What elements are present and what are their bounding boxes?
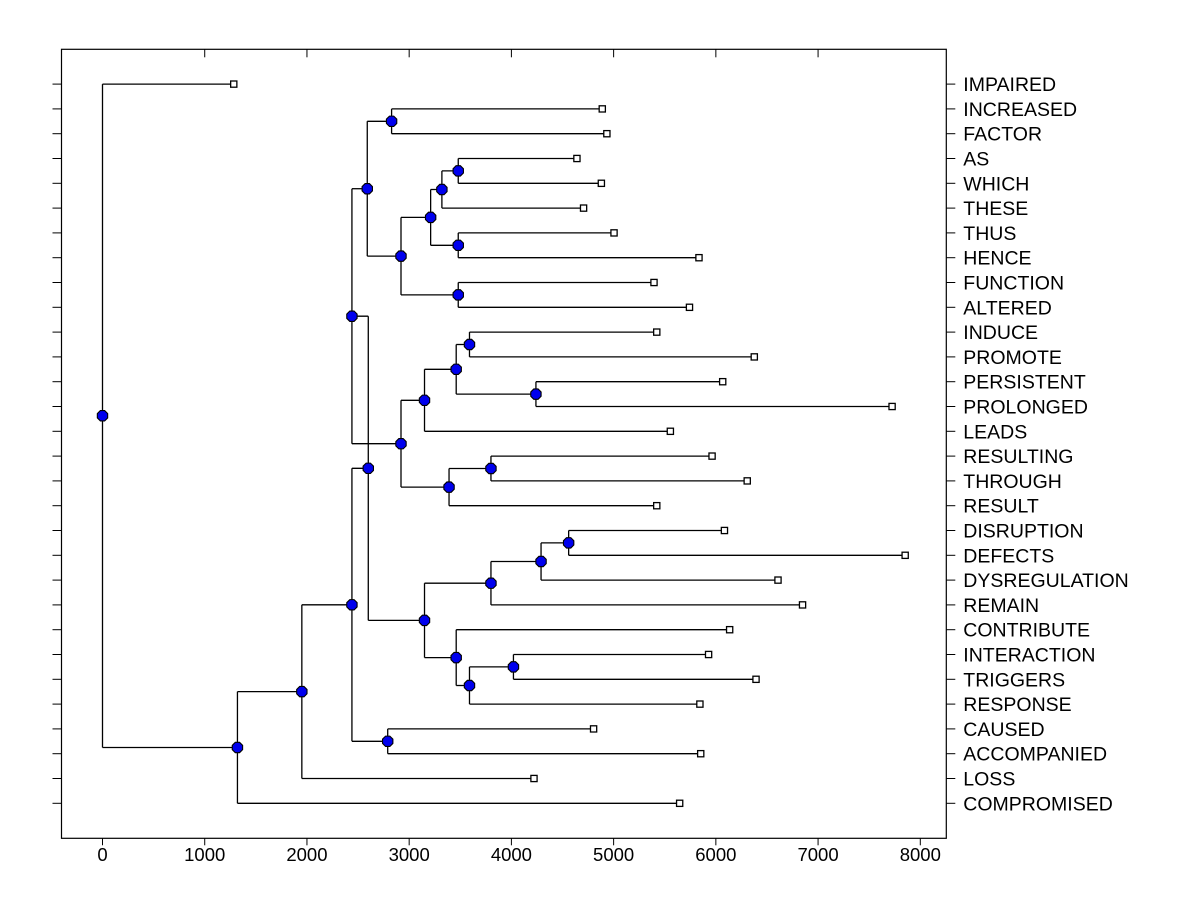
- svg-text:FACTOR: FACTOR: [963, 124, 1042, 146]
- svg-text:PROMOTE: PROMOTE: [963, 347, 1062, 369]
- svg-text:RESPONSE: RESPONSE: [963, 694, 1071, 716]
- svg-text:WHICH: WHICH: [963, 173, 1029, 195]
- svg-text:ALTERED: ALTERED: [963, 297, 1052, 319]
- svg-text:TRIGGERS: TRIGGERS: [963, 669, 1065, 691]
- svg-text:6000: 6000: [695, 844, 736, 865]
- svg-text:INDUCE: INDUCE: [963, 322, 1038, 344]
- svg-text:LEADS: LEADS: [963, 421, 1027, 443]
- svg-text:ACCOMPANIED: ACCOMPANIED: [963, 744, 1107, 766]
- svg-text:1000: 1000: [184, 844, 225, 865]
- svg-text:7000: 7000: [797, 844, 838, 865]
- svg-text:AS: AS: [963, 149, 989, 171]
- svg-text:INTERACTION: INTERACTION: [963, 645, 1095, 667]
- svg-text:THROUGH: THROUGH: [963, 471, 1062, 493]
- svg-text:THUS: THUS: [963, 223, 1016, 245]
- svg-text:4000: 4000: [491, 844, 532, 865]
- svg-text:0: 0: [97, 844, 107, 865]
- svg-text:DEFECTS: DEFECTS: [963, 545, 1054, 567]
- svg-text:THESE: THESE: [963, 198, 1028, 220]
- svg-text:PROLONGED: PROLONGED: [963, 397, 1088, 419]
- svg-text:DISRUPTION: DISRUPTION: [963, 521, 1083, 543]
- svg-text:IMPAIRED: IMPAIRED: [963, 74, 1056, 96]
- svg-text:DYSREGULATION: DYSREGULATION: [963, 570, 1128, 592]
- svg-text:FUNCTION: FUNCTION: [963, 273, 1064, 295]
- svg-text:PERSISTENT: PERSISTENT: [963, 372, 1086, 394]
- svg-text:LOSS: LOSS: [963, 769, 1015, 791]
- svg-text:5000: 5000: [593, 844, 634, 865]
- svg-text:2000: 2000: [286, 844, 327, 865]
- svg-text:3000: 3000: [389, 844, 430, 865]
- svg-text:8000: 8000: [900, 844, 941, 865]
- svg-text:HENCE: HENCE: [963, 248, 1031, 270]
- svg-text:CAUSED: CAUSED: [963, 719, 1044, 741]
- svg-text:COMPROMISED: COMPROMISED: [963, 793, 1113, 815]
- svg-text:INCREASED: INCREASED: [963, 99, 1077, 121]
- svg-text:REMAIN: REMAIN: [963, 595, 1039, 617]
- svg-text:RESULTING: RESULTING: [963, 446, 1073, 468]
- svg-text:CONTRIBUTE: CONTRIBUTE: [963, 620, 1090, 642]
- svg-text:RESULT: RESULT: [963, 496, 1039, 518]
